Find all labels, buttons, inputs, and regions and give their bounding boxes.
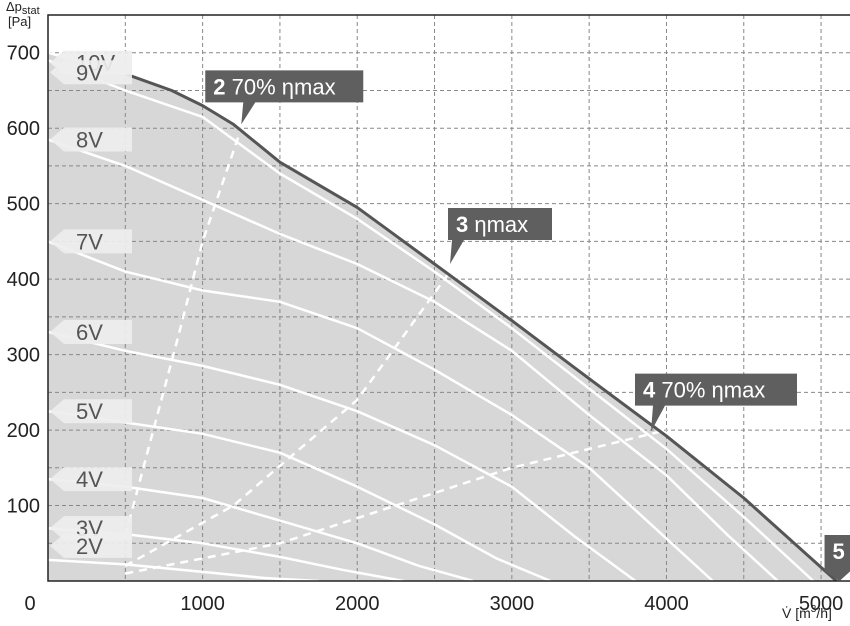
callout-text: 70% ηmax — [655, 378, 765, 403]
efficiency-line-1 — [124, 127, 243, 537]
callout-shape — [635, 373, 797, 432]
plot-frame — [47, 14, 850, 582]
fan-curve-8v — [48, 138, 779, 581]
fan-curve-2v — [48, 558, 319, 581]
voltage-tag-shape — [50, 229, 132, 254]
voltage-tag-shape — [50, 467, 132, 492]
voltage-tag-label: 9V — [76, 60, 103, 85]
callout-number: 5 — [833, 539, 845, 564]
voltage-tag-7v: 7V — [50, 229, 132, 254]
callout-label: 5 — [833, 539, 845, 564]
efficiency-line-3 — [125, 428, 667, 575]
callout-label: 3 ηmax — [456, 212, 528, 237]
voltage-tag-5v: 5V — [50, 399, 132, 424]
fan-curve-7v — [48, 240, 714, 581]
voltage-tag-shape — [50, 60, 132, 85]
callout-number: 3 — [456, 212, 468, 237]
callout-number: 2 — [213, 74, 225, 99]
callout-text: 70% ηmax — [226, 74, 336, 99]
envelope-outline — [124, 72, 838, 581]
x-tick-label: 2000 — [335, 593, 380, 615]
y-tick-label: 200 — [7, 420, 40, 442]
x-axis-label: V̇ [m3/h] — [782, 604, 832, 621]
operating-point-callout-3: 3 ηmax — [448, 208, 552, 265]
x-tick-label: 0 — [24, 593, 35, 615]
y-tick-label: 400 — [7, 269, 40, 291]
voltage-tag-label: 2V — [76, 534, 103, 559]
voltage-tag-shape — [50, 533, 132, 558]
fan-curve-9v — [48, 59, 815, 581]
y-tick-label: 100 — [7, 496, 40, 518]
y-tick-label: 600 — [7, 118, 40, 140]
callout-shape — [448, 208, 552, 265]
voltage-tag-label: 8V — [76, 128, 103, 153]
voltage-tag-label: 7V — [76, 229, 103, 254]
y-tick-label: 500 — [7, 194, 40, 216]
fan-curve-5v — [48, 409, 551, 581]
voltage-tag-shape — [50, 127, 132, 152]
y-axis-label-symbol: Δpstat — [6, 0, 40, 17]
y-axis-label-subscript: stat — [22, 5, 40, 17]
operating-point-callout-5: 5 — [824, 535, 850, 581]
callout-label: 2 70% ηmax — [213, 74, 335, 99]
voltage-tag-6v: 6V — [50, 319, 132, 345]
fan-curve-6v — [48, 330, 637, 581]
callout-shape — [205, 70, 364, 125]
y-tick-label: 300 — [7, 345, 40, 367]
operating-point-callout-2: 2 70% ηmax — [205, 70, 364, 125]
x-tick-label: 3000 — [490, 593, 535, 615]
voltage-tag-label: 4V — [76, 467, 103, 492]
voltage-tag-9v: 9V — [50, 60, 132, 85]
y-tick-label: 700 — [7, 43, 40, 65]
x-axis-label-suffix: /h] — [816, 605, 832, 621]
voltage-tag-label: 6V — [76, 320, 103, 345]
callout-shape — [824, 535, 850, 581]
efficiency-line-2 — [124, 270, 452, 567]
callout-text: ηmax — [468, 212, 528, 237]
operating-point-callout-4: 4 70% ηmax — [635, 373, 797, 432]
callout-number: 4 — [643, 378, 656, 403]
x-axis-label-superscript: 3 — [811, 604, 817, 615]
y-axis-label-unit: [Pa] — [8, 14, 31, 29]
voltage-tag-shape — [50, 399, 132, 424]
voltage-tag-label: 5V — [76, 399, 103, 424]
x-tick-label: 5000 — [799, 593, 844, 615]
voltage-tag-4v: 4V — [50, 467, 132, 492]
voltage-tag-shape — [50, 319, 132, 344]
voltage-tag-8v: 8V — [50, 127, 132, 153]
x-tick-label: 4000 — [644, 593, 689, 615]
voltage-tag-2v: 2V — [50, 533, 132, 559]
callout-label: 4 70% ηmax — [643, 378, 765, 403]
x-tick-label: 1000 — [180, 593, 225, 615]
